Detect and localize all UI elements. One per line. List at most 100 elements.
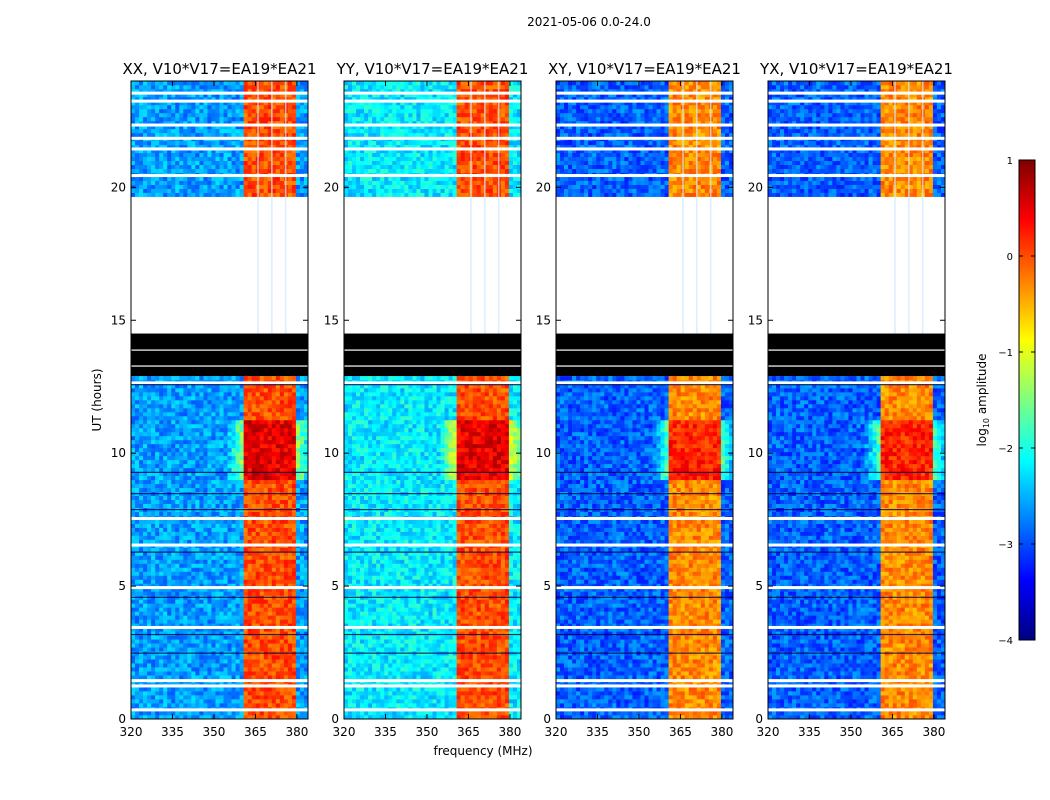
heatmap-cell (155, 575, 160, 580)
heatmap-cell (131, 531, 136, 536)
heatmap-cell (247, 663, 252, 668)
heatmap-cell (275, 483, 281, 489)
heatmap-cell (179, 411, 184, 417)
heatmap-cell (191, 695, 196, 700)
heatmap-cell (291, 587, 297, 592)
heatmap-cell (259, 451, 265, 457)
heatmap-cell (243, 479, 248, 485)
heatmap-cell (267, 659, 273, 664)
heatmap-cell (215, 419, 220, 425)
heatmap-cell (275, 547, 281, 552)
heatmap-cell (295, 419, 301, 425)
heatmap-cell (155, 623, 160, 628)
heatmap-cell (287, 691, 293, 696)
heatmap-cell (283, 475, 289, 481)
heatmap-cell (215, 611, 220, 616)
heatmap-cell (239, 411, 244, 417)
heatmap-cell (223, 695, 228, 700)
heatmap-cell (179, 84, 184, 90)
heatmap-cell (191, 711, 196, 716)
heatmap-cell (251, 571, 256, 576)
heatmap-cell (147, 611, 152, 616)
heatmap-cell (151, 635, 156, 640)
heatmap-cell (275, 164, 281, 170)
heatmap-cell (251, 407, 256, 413)
heatmap-cell (203, 164, 208, 170)
heatmap-cell (247, 523, 252, 528)
heatmap-cell (219, 503, 224, 508)
heatmap-cell (203, 459, 208, 465)
heatmap-cell (203, 188, 208, 193)
heatmap-cell (235, 423, 240, 429)
heatmap-cell (231, 400, 236, 405)
heatmap-cell (159, 647, 164, 652)
heatmap-cell (227, 152, 232, 158)
heatmap-cell (219, 563, 224, 568)
heatmap-cell (287, 583, 293, 588)
heatmap-cell (231, 415, 236, 421)
heatmap-cell (263, 547, 269, 552)
heatmap-cell (163, 384, 168, 389)
heatmap-cell (275, 168, 281, 174)
heatmap-cell (267, 132, 273, 138)
heatmap-cell (183, 579, 188, 584)
heatmap-cell (279, 563, 285, 568)
heatmap-cell (183, 459, 188, 465)
heatmap-cell (187, 599, 192, 604)
heatmap-cell (199, 88, 204, 94)
heatmap-cell (199, 471, 204, 477)
heatmap-cell (175, 467, 180, 473)
heatmap-cell (175, 639, 180, 644)
heatmap-cell (171, 691, 176, 696)
heatmap-cell (195, 108, 200, 114)
heatmap-cell (155, 435, 160, 441)
heatmap-cell (203, 160, 208, 166)
heatmap-cell (223, 140, 228, 146)
heatmap-cell (263, 388, 269, 393)
heatmap-cell (223, 88, 228, 94)
heatmap-cell (259, 160, 265, 166)
heatmap-cell (175, 447, 180, 453)
heatmap-cell (223, 180, 228, 185)
heatmap-cell (295, 503, 301, 508)
heatmap-cell (223, 511, 228, 516)
heatmap-cell (295, 571, 301, 576)
heatmap-cell (243, 643, 248, 648)
heatmap-cell (167, 695, 172, 700)
heatmap-cell (171, 687, 176, 692)
heatmap-cell (303, 499, 309, 504)
heatmap-cell (283, 711, 289, 716)
heatmap-cell (299, 132, 305, 138)
heatmap-cell (235, 116, 240, 122)
heatmap-cell (187, 587, 192, 592)
heatmap-cell (279, 376, 285, 381)
heatmap-cell (239, 631, 244, 636)
heatmap-cell (287, 396, 293, 401)
heatmap-cell (183, 647, 188, 652)
heatmap-cell (139, 423, 144, 429)
heatmap-cell (295, 475, 301, 481)
heatmap-cell (171, 659, 176, 664)
heatmap-cell (299, 431, 305, 437)
heatmap-cell (139, 479, 144, 485)
heatmap-cell (223, 112, 228, 118)
heatmap-cell (235, 503, 240, 508)
heatmap-cell (203, 483, 208, 489)
heatmap-cell (179, 164, 184, 170)
heatmap-cell (239, 407, 244, 413)
heatmap-cell (279, 459, 285, 465)
heatmap-cell (299, 503, 305, 508)
heatmap-cell (159, 703, 164, 708)
heatmap-cell (187, 579, 192, 584)
heatmap-cell (243, 607, 248, 612)
heatmap-cell (191, 184, 196, 189)
heatmap-cell (191, 407, 196, 413)
heatmap-cell (167, 603, 172, 608)
heatmap-cell (271, 108, 277, 114)
heatmap-cell (271, 132, 277, 138)
heatmap-cell (131, 715, 136, 720)
heatmap-cell (275, 148, 281, 154)
heatmap-cell (247, 419, 252, 425)
heatmap-cell (167, 400, 172, 405)
heatmap-cell (215, 84, 220, 90)
